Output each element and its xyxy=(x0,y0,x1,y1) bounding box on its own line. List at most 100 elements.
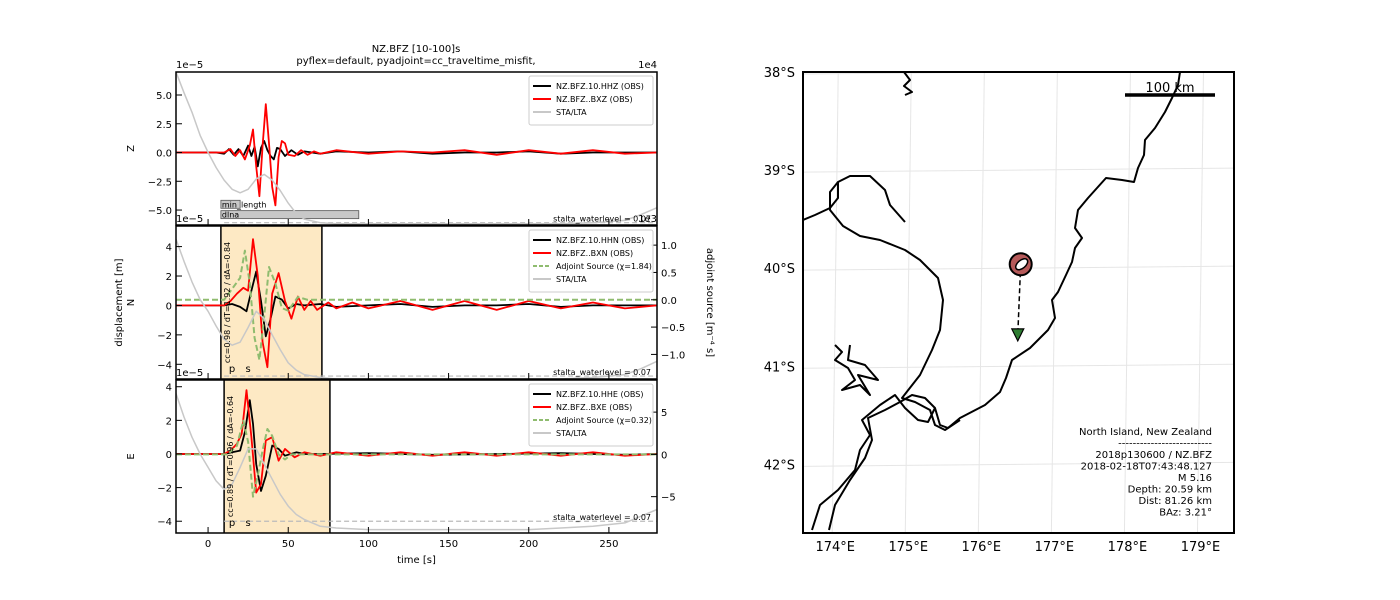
event-info: North Island, New Zealand---------------… xyxy=(1079,427,1212,519)
legend-label: NZ.BFZ.10.HHE (OBS) xyxy=(556,390,643,399)
longitude-label: 176°E xyxy=(962,540,1002,555)
meridian-gridline xyxy=(977,72,985,533)
right-ytick-label: 0.5 xyxy=(661,268,677,279)
legend-label: Adjoint Source (χ=1.84) xyxy=(556,262,652,271)
beachball-nodal-plane xyxy=(1014,258,1029,271)
rejection-label: min_length xyxy=(222,200,267,209)
legend-label: STA/LTA xyxy=(556,429,587,438)
waterlevel-label: stalta_waterlevel = 0.07 xyxy=(553,368,651,377)
event-info-line: BAz: 3.21° xyxy=(1159,508,1212,519)
ylabel: E xyxy=(126,453,137,459)
rejection-bar xyxy=(220,199,241,209)
longitude-label: 178°E xyxy=(1108,540,1148,555)
offset-label: 1e−5 xyxy=(176,60,203,71)
xtick-label: 250 xyxy=(599,539,618,550)
scalebar-label: 100 km xyxy=(1145,81,1194,96)
latitude-label: 41°S xyxy=(764,360,795,375)
phase-label: p xyxy=(229,518,235,529)
event-info-line: North Island, New Zealand xyxy=(1079,427,1212,438)
legend-box xyxy=(528,383,654,447)
axes-frame xyxy=(175,225,658,380)
rejection-label: dlna xyxy=(222,211,239,220)
legend-box xyxy=(528,75,654,126)
series-line-1 xyxy=(176,103,657,207)
ylabel: Z xyxy=(126,145,137,152)
plot-area xyxy=(176,226,657,379)
chart-subtitle: pyflex=default, pyadjoint=cc_traveltime_… xyxy=(296,56,535,67)
map-frame xyxy=(802,71,1235,534)
legend-label: NZ.BFZ.10.HHN (OBS) xyxy=(556,236,644,245)
shared-ylabel: displacement [m] xyxy=(114,258,125,346)
event-info-line: 2018-02-18T07:43:48.127 xyxy=(1081,462,1212,473)
waterlevel-label: stalta_waterlevel = 0.07 xyxy=(553,215,651,224)
n-component-panel: cc=0.98 / dT=1.92 / dA=-0.84p s stalta_wat… xyxy=(114,214,715,380)
xtick-label: 100 xyxy=(359,539,378,550)
event-info-line: 2018p130600 / NZ.BFZ xyxy=(1095,450,1212,461)
south-coastline xyxy=(811,394,936,531)
ytick-label: −2 xyxy=(157,484,172,495)
latitude-label: 40°S xyxy=(764,262,795,277)
xtick-label: 0 xyxy=(205,539,211,550)
window-label: cc=0.98 / dT=1.92 / dA=-0.84 xyxy=(223,242,232,363)
ytick-label: 0 xyxy=(166,450,172,461)
series-line-2 xyxy=(176,249,657,361)
event-info-line: Dist: 81.26 km xyxy=(1139,496,1213,507)
latitude-label: 38°S xyxy=(764,66,795,81)
event-info-line: M 5.16 xyxy=(1178,473,1212,484)
ytick-label: −5.0 xyxy=(148,206,172,217)
series-line-1 xyxy=(176,389,657,494)
series-line-2 xyxy=(176,72,657,225)
meridian-gridline xyxy=(1196,72,1204,533)
ytick-label: 4 xyxy=(166,243,172,254)
right-offset-label: 1e3 xyxy=(638,214,657,225)
ytick-label: −2 xyxy=(157,331,172,342)
legend-label: NZ.BFZ..BXN (OBS) xyxy=(556,249,633,258)
phase-label: s xyxy=(246,518,251,529)
parallel-gridline xyxy=(803,72,1073,75)
legend-label: STA/LTA xyxy=(556,275,587,284)
legend-label: NZ.BFZ.10.HHZ (OBS) xyxy=(556,82,644,91)
legend-label: STA/LTA xyxy=(556,108,587,117)
rejection-bar xyxy=(220,210,360,220)
longitude-label: 179°E xyxy=(1181,540,1221,555)
xtick-label: 50 xyxy=(282,539,295,550)
axes-frame xyxy=(175,71,658,226)
ytick-label: 2 xyxy=(166,272,172,283)
right-ytick-label: −5 xyxy=(661,493,676,504)
plot-area xyxy=(176,380,657,533)
legend-label: Adjoint Source (χ=0.32) xyxy=(556,416,652,425)
right-ylabel: adjoint source [m⁻⁴ s] xyxy=(704,248,715,357)
right-ytick-label: 5 xyxy=(661,408,667,419)
phase-label: s xyxy=(246,364,251,375)
ylabel: N xyxy=(126,299,137,306)
northwest-coastline xyxy=(903,72,913,96)
series-line-0 xyxy=(176,140,657,168)
meridian-gridline xyxy=(904,72,912,533)
parallel-gridline xyxy=(803,461,1234,467)
meridian-gridline xyxy=(1050,72,1058,533)
window-label: cc=0.89 / dT=0.96 / dA=-0.64 xyxy=(226,396,235,517)
legend: NZ.BFZ.10.HHN (OBS) NZ.BFZ..BXN (OBS) Adjo… xyxy=(528,229,654,293)
legend-label: NZ.BFZ..BXZ (OBS) xyxy=(556,95,633,104)
waterlevel-label: stalta_waterlevel = 0.07 xyxy=(553,513,651,522)
right-ytick-label: 0.0 xyxy=(661,296,677,307)
longitude-label: 177°E xyxy=(1035,540,1075,555)
longitude-label: 174°E xyxy=(815,540,855,555)
marlborough-sounds-coastline xyxy=(834,344,879,396)
ytick-label: 2.5 xyxy=(156,120,172,131)
bay-coastline xyxy=(829,181,961,431)
meridian-gridline xyxy=(831,72,839,533)
offset-label: 1e−5 xyxy=(176,214,203,225)
map-panel: 100 km 174°E 175°E 176°E 177°E 178°E 179°E 38°S… xyxy=(764,66,1235,555)
ytick-label: 4 xyxy=(166,383,172,394)
right-ytick-label: 0 xyxy=(661,450,667,461)
legend: NZ.BFZ.10.HHE (OBS) NZ.BFZ..BXE (OBS) Adjo… xyxy=(528,383,654,447)
latitude-label: 39°S xyxy=(764,164,795,179)
ytick-label: 0.0 xyxy=(156,149,172,160)
series-line-3 xyxy=(176,393,657,531)
map-area xyxy=(803,72,1234,533)
parallel-gridline xyxy=(803,363,1234,369)
